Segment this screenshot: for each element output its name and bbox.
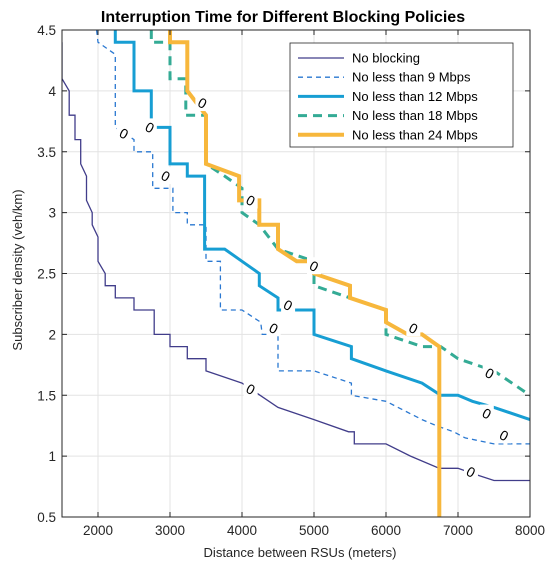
series-line-1 (62, 42, 530, 482)
contour-label-bg (243, 191, 258, 209)
contour-label-bg (479, 404, 494, 422)
contour-label-bg (243, 380, 258, 398)
chart-title: Interruption Time for Different Blocking… (101, 9, 465, 26)
y-tick-label: 1.5 (37, 388, 56, 403)
y-tick-label: 2 (48, 327, 56, 342)
x-tick-label: 8000 (515, 523, 545, 538)
contour-label-bg (406, 319, 421, 337)
y-tick-label: 4.5 (37, 23, 56, 38)
contour-label-bg (497, 426, 512, 444)
contour-label-bg (116, 124, 131, 142)
series-line-3 (113, 30, 530, 422)
y-tick-label: 4 (48, 84, 56, 99)
contour-label-bg (195, 94, 210, 112)
ticks: 2000 3000 4000 5000 6000 7000 8000 0.5 1 1.5 2 2.5 3… (37, 23, 545, 538)
x-tick-label: 7000 (443, 523, 473, 538)
y-tick-label: 2.5 (37, 267, 56, 282)
series-layer (62, 30, 530, 517)
y-tick-label: 3 (48, 206, 56, 221)
x-tick-label: 6000 (371, 523, 401, 538)
x-tick-label: 3000 (155, 523, 185, 538)
contour-label-bg (463, 462, 478, 480)
contour-label-bg (482, 364, 497, 382)
y-tick-label: 3.5 (37, 145, 56, 160)
y-tick-label: 1 (48, 449, 56, 464)
contour-label-bg (307, 257, 321, 275)
contour-label-bg (281, 296, 296, 314)
x-axis-label: Distance between RSUs (meters) (204, 545, 397, 560)
x-tick-label: 4000 (227, 523, 257, 538)
legend-entry-5: No less than 24 Mbps (352, 127, 478, 142)
legend-entry-2: No less than 9 Mbps (352, 70, 471, 85)
contour-label-bg (266, 319, 281, 337)
contour-label-bg (158, 167, 173, 185)
y-axis-label: Subscriber density (veh/km) (10, 189, 25, 350)
x-tick-label: 2000 (83, 523, 113, 538)
contour-label-bg (142, 118, 157, 136)
series-line-2 (95, 30, 530, 445)
legend-entry-3: No less than 12 Mbps (352, 89, 478, 104)
legend: No blocking No less than 9 Mbps No less th… (289, 42, 514, 148)
legend-entry-4: No less than 18 Mbps (352, 108, 478, 123)
x-tick-label: 5000 (299, 523, 329, 538)
legend-entry-1: No blocking (352, 51, 420, 66)
y-tick-label: 0.5 (37, 510, 56, 525)
